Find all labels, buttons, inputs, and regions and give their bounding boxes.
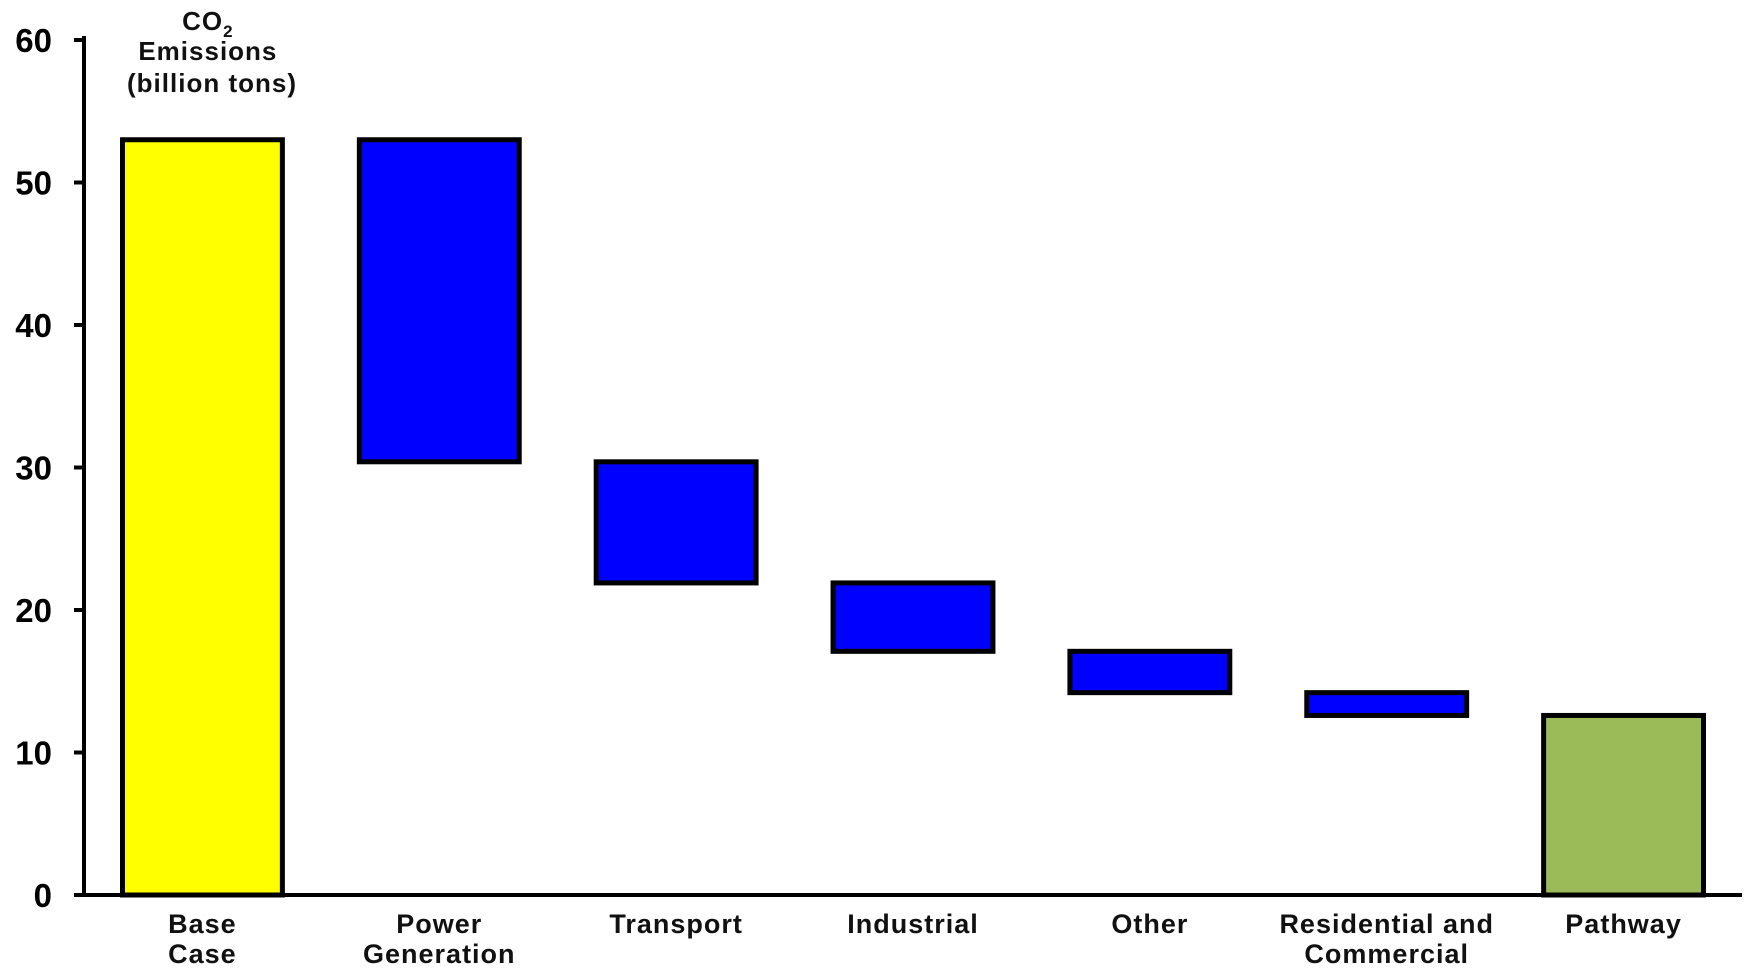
y-tick-label: 10 xyxy=(15,735,52,772)
x-category-label-line: Commercial xyxy=(1304,939,1469,969)
bar-power-generation xyxy=(356,137,522,465)
x-category-label-line: Industrial xyxy=(847,909,979,939)
y-tick-label: 40 xyxy=(15,307,52,344)
x-category-label-line: Residential and xyxy=(1279,909,1494,939)
bar-residential-and-commercial xyxy=(1304,690,1470,718)
x-category-label: Transport xyxy=(609,909,743,939)
y-ticks: 0 10 20 30 40 50 60 xyxy=(15,22,84,914)
y-axis-label: CO2 Emissions (billion tons) xyxy=(127,6,297,98)
y-tick-label: 50 xyxy=(15,165,52,202)
y-axis-label-line3: (billion tons) xyxy=(127,68,297,98)
y-axis-label-line2: Emissions xyxy=(138,36,277,66)
x-category-label-line: Case xyxy=(168,939,237,969)
x-category-label: Pathway xyxy=(1565,909,1682,939)
y-tick-label: 30 xyxy=(15,450,52,487)
x-category-label: Power Generation xyxy=(363,909,516,969)
bar-pathway xyxy=(1541,712,1707,898)
bars-layer xyxy=(119,137,1707,898)
x-category-label-line: Power xyxy=(396,909,482,939)
bar-transport xyxy=(593,459,759,586)
x-category-label: Residential and Commercial xyxy=(1279,909,1494,969)
x-category-label: Other xyxy=(1111,909,1188,939)
x-category-labels: Base Case Power Generation Transport Industri… xyxy=(168,909,1682,969)
y-tick-label: 0 xyxy=(34,877,52,914)
x-category-label: Industrial xyxy=(847,909,979,939)
x-category-label-line: Other xyxy=(1111,909,1188,939)
x-category-label-line: Base xyxy=(168,909,237,939)
y-axis-label-subscript: 2 xyxy=(223,22,233,41)
bar-industrial xyxy=(830,580,996,654)
x-category-label-line: Pathway xyxy=(1565,909,1682,939)
x-category-label-line: Transport xyxy=(609,909,743,939)
axes-layer xyxy=(82,36,1742,897)
bar-base-case xyxy=(119,137,285,898)
y-axis-label-line1: CO2 xyxy=(182,6,233,41)
x-category-label: Base Case xyxy=(168,909,237,969)
y-tick-label: 60 xyxy=(15,22,52,59)
bar-other xyxy=(1067,648,1233,696)
x-category-label-line: Generation xyxy=(363,939,516,969)
y-tick-label: 20 xyxy=(15,592,52,629)
